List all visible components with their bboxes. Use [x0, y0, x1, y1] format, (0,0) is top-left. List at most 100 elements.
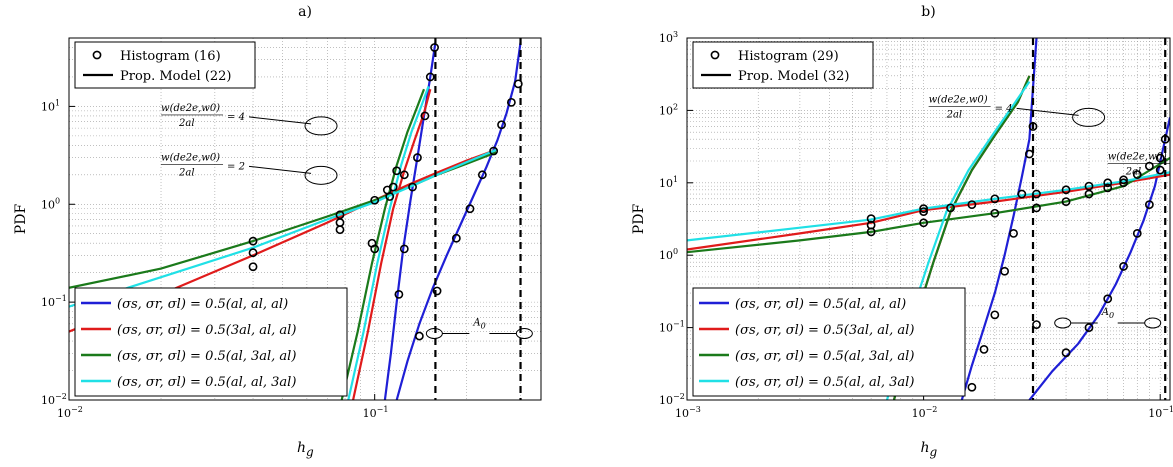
histogram-marker	[1119, 175, 1128, 185]
histogram-marker	[1032, 320, 1041, 330]
y-tick-label: 10−1	[659, 320, 685, 335]
legend-top-box	[74, 41, 256, 89]
histogram-marker	[990, 208, 1000, 218]
histogram-marker	[1119, 262, 1128, 271]
y-tick-label: 10−1	[41, 294, 67, 309]
legend-top: Histogram (16) Prop. Model (22)	[74, 41, 256, 89]
histogram-marker	[1032, 203, 1041, 213]
annotation-numerator: w(de2e,w0)	[161, 152, 220, 163]
annotation-arrow	[1016, 107, 1079, 116]
y-tick-label: 101	[41, 98, 60, 113]
x-tick-label: 10−2	[912, 405, 938, 420]
series-line-3-1	[69, 151, 497, 289]
annotation-ellipse	[304, 116, 338, 136]
legend-series-box	[74, 287, 348, 397]
annotation-denominator: 2al	[178, 118, 195, 129]
histogram-marker	[408, 182, 417, 192]
y-tick-label: 103	[659, 30, 678, 45]
histogram-marker	[385, 192, 395, 201]
histogram-marker	[1084, 181, 1094, 191]
histogram-marker	[1103, 183, 1113, 193]
histogram-marker	[1061, 348, 1071, 358]
panel-label: b)	[921, 4, 935, 20]
annotation-numerator: w(de2e,w0)	[1108, 151, 1167, 162]
histogram-marker	[1025, 149, 1034, 159]
histogram-marker	[420, 111, 430, 121]
histogram-marker	[513, 79, 523, 89]
histogram-marker	[1160, 134, 1170, 144]
histogram-marker	[1119, 178, 1128, 188]
series-line-3-1	[687, 157, 1170, 254]
y-tick-label: 100	[41, 196, 60, 211]
plot-frame	[686, 37, 1171, 401]
legend-series: (σs, σr, σl) = 0.5(al, al, al) (σs, σr, σ…	[692, 287, 966, 397]
histogram-marker	[1000, 266, 1010, 276]
annotation-denominator: 2al	[1125, 166, 1142, 177]
annotation-value: = 4	[995, 103, 1013, 114]
histogram-marker	[425, 72, 435, 82]
histogram-marker	[248, 262, 258, 272]
histogram-marker	[248, 236, 258, 246]
histogram-marker	[1144, 161, 1154, 171]
legend-series-entry-3: (σs, σr, σl) = 0.5(al, 3al, al)	[117, 349, 296, 364]
legend-top-entry-2: Prop. Model (22)	[120, 69, 232, 84]
chart-panel-2: w(de2e,w0)2al= 4w(de2e,w0)2al= 2A010−310…	[631, 4, 1173, 459]
legend-top: Histogram (29) Prop. Model (32)	[692, 41, 874, 89]
legend-series: (σs, σr, σl) = 0.5(al, al, al) (σs, σr, σ…	[74, 287, 348, 397]
histogram-marker	[1032, 189, 1041, 199]
histogram-marker	[432, 286, 442, 296]
histogram-marker	[1084, 323, 1094, 332]
annotation-denominator: 2al	[178, 167, 195, 178]
histogram-marker	[1155, 153, 1165, 163]
legend-top-entry-1: Histogram (29)	[738, 49, 839, 64]
annotation-ellipse	[1072, 107, 1106, 127]
annotation-a0: A0	[1101, 307, 1114, 320]
legend-series-entry-1: (σs, σr, σl) = 0.5(al, al, al)	[735, 297, 906, 312]
histogram-marker	[370, 195, 380, 205]
y-tick-label: 102	[659, 102, 678, 117]
plot-area: w(de2e,w0) 2al = 4 w(de2e,w0) 2al = 2 A0	[69, 38, 533, 400]
histogram-marker	[477, 170, 487, 180]
series-line-1-2	[395, 42, 522, 400]
x-tick-label: 10−1	[363, 405, 389, 420]
legend-series-box	[692, 287, 966, 397]
legend-series-entry-2: (σs, σr, σl) = 0.5(3al, al, al)	[735, 323, 914, 338]
annotation-arrow	[248, 165, 312, 174]
histogram-marker	[1009, 229, 1018, 238]
histogram-marker	[394, 289, 404, 299]
y-axis-label: PDF	[13, 204, 29, 235]
histogram-marker	[1155, 165, 1165, 175]
series-line-2-1	[687, 173, 1170, 251]
legend-top-entry-2: Prop. Model (32)	[738, 69, 850, 84]
histogram-marker	[1061, 185, 1071, 195]
histogram-marker	[506, 97, 516, 107]
plot-frame	[68, 37, 542, 401]
annotation-denominator: 2al	[946, 109, 963, 120]
series-line-4-1	[687, 171, 1170, 242]
histogram-marker	[413, 153, 422, 162]
series-line-4-2	[347, 86, 430, 400]
panel-label: a)	[298, 4, 312, 20]
histogram-marker	[1017, 189, 1027, 199]
histogram-marker	[451, 233, 461, 243]
x-axis-label: hg	[921, 440, 938, 459]
histogram-marker	[1132, 170, 1142, 179]
histogram-marker	[866, 214, 876, 224]
annotation-value: = 4	[227, 112, 245, 123]
y-tick-label: 100	[659, 247, 678, 262]
series-line-1-1	[960, 38, 1038, 400]
histogram-marker	[946, 203, 955, 213]
histogram-marker	[370, 244, 380, 254]
annotation-value: = 2	[227, 161, 245, 172]
histogram-marker	[967, 382, 977, 392]
legend-marker-icon	[92, 50, 102, 60]
series-line-4-1	[69, 148, 497, 308]
histogram-marker	[248, 248, 258, 258]
histogram-marker	[1144, 200, 1154, 209]
annotation-ellipse	[1054, 317, 1072, 329]
grid	[69, 38, 541, 400]
x-axis-label: hg	[297, 440, 314, 459]
histogram-marker	[414, 331, 424, 341]
